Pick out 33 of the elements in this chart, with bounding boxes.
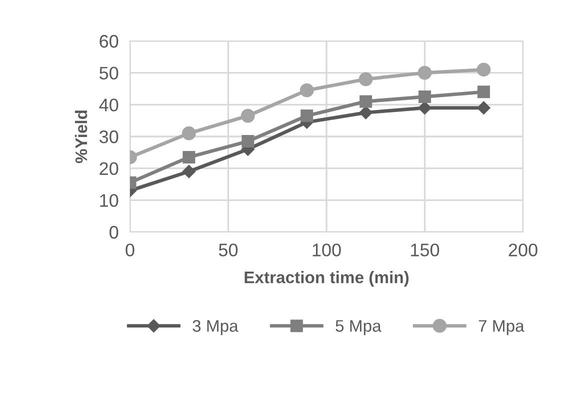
point: [359, 106, 372, 120]
point: [418, 90, 431, 103]
point: [300, 83, 314, 98]
point: [182, 164, 196, 178]
x-tick-label: 50: [218, 244, 238, 256]
point: [242, 135, 254, 148]
point: [240, 108, 255, 123]
point: [360, 95, 372, 108]
legend-label: 3 Mpa: [192, 320, 238, 336]
y-tick-label: 0: [110, 226, 118, 239]
point: [418, 101, 432, 114]
point: [477, 101, 490, 114]
point: [300, 110, 314, 122]
point: [182, 150, 196, 164]
legend-label: 5 Mpa: [336, 320, 382, 336]
legend-label: 7 Mpa: [478, 320, 524, 336]
y-tick-label: 40: [99, 98, 118, 112]
y-tick-label: 60: [100, 34, 118, 48]
x-tick-label: 0: [126, 244, 134, 256]
point: [477, 86, 490, 98]
point: [418, 66, 432, 80]
y-axis-title: %Yield: [74, 110, 88, 164]
x-tick-label: 150: [411, 244, 440, 256]
x-axis-title: Extraction time (min): [244, 271, 409, 287]
y-tick-label: 50: [100, 66, 118, 80]
x-tick-label: 200: [508, 244, 538, 256]
point: [182, 126, 196, 140]
y-tick-label: 20: [100, 162, 118, 176]
point: [358, 72, 373, 86]
y-tick-label: 30: [99, 130, 118, 144]
x-tick-label: 100: [312, 244, 341, 256]
y-tick-label: 10: [100, 194, 118, 207]
point: [476, 62, 491, 77]
